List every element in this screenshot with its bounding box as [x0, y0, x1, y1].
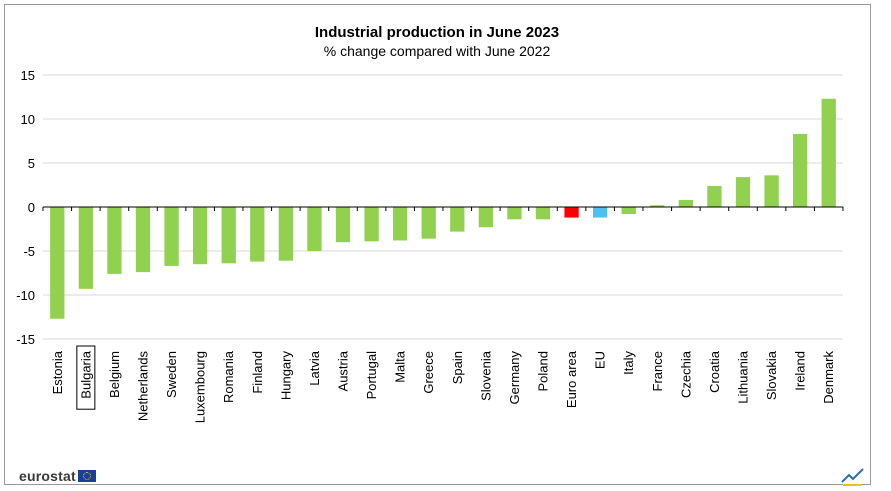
category-label: Luxembourg — [193, 351, 208, 423]
bar — [250, 207, 265, 262]
category-label: EU — [593, 351, 608, 369]
eurostat-logo: eurostat — [19, 467, 96, 485]
category-label: Austria — [336, 350, 351, 391]
bars — [50, 98, 836, 319]
y-tick-label: 15 — [21, 68, 35, 83]
logo-text: eurostat — [19, 468, 76, 484]
category-label: Slovakia — [764, 350, 779, 400]
category-label: Estonia — [50, 350, 65, 394]
y-tick-label: -10 — [16, 288, 35, 303]
bar-chart: Industrial production in June 2023 % cha… — [16, 24, 844, 423]
category-label: Bulgaria — [78, 350, 93, 398]
bar — [764, 175, 779, 207]
bar — [593, 207, 608, 218]
category-label: Spain — [450, 351, 465, 384]
eu-flag-icon — [77, 470, 96, 482]
y-tick-label: 0 — [28, 200, 35, 215]
category-label: Greece — [421, 351, 436, 394]
category-label: Romania — [221, 350, 236, 403]
category-label: Lithuania — [736, 350, 751, 404]
category-label: Croatia — [707, 350, 722, 393]
bar — [450, 207, 465, 232]
category-label: Netherlands — [136, 351, 151, 422]
category-label: Euro area — [564, 350, 579, 408]
category-label: Hungary — [278, 351, 293, 401]
category-label: Czechia — [678, 350, 693, 398]
category-label: France — [650, 351, 665, 391]
bar — [135, 207, 151, 273]
bar — [364, 207, 379, 242]
bar — [107, 207, 122, 274]
bar — [678, 199, 693, 207]
bar — [564, 207, 579, 218]
category-label: Latvia — [307, 350, 322, 385]
category-label: Italy — [621, 351, 636, 375]
bar — [278, 207, 293, 261]
bar — [621, 207, 636, 215]
pen-check-icon — [841, 468, 864, 486]
category-label: Sweden — [164, 351, 179, 398]
bar — [221, 207, 236, 264]
category-label: Denmark — [821, 351, 836, 404]
category-label: Malta — [393, 350, 408, 383]
category-label: Belgium — [107, 351, 122, 398]
bar — [50, 207, 65, 319]
bar — [707, 185, 722, 207]
bar — [164, 207, 179, 266]
bar — [793, 133, 808, 207]
x-axis — [42, 206, 844, 211]
bar — [507, 207, 522, 220]
y-tick-label: -5 — [23, 244, 35, 259]
y-tick-label: 10 — [21, 112, 35, 127]
category-label: Finland — [250, 351, 265, 394]
y-tick-label: 5 — [28, 156, 35, 171]
bar — [193, 207, 208, 265]
bar — [478, 207, 493, 228]
bar — [650, 205, 665, 207]
bar — [307, 207, 322, 251]
highlight-box — [76, 345, 96, 410]
category-labels: Estonia Bulgaria Belgium Netherlands Sweden L… — [50, 345, 836, 423]
category-label: Ireland — [793, 351, 808, 391]
bar — [78, 207, 93, 289]
bar — [821, 98, 836, 207]
bar — [335, 207, 351, 243]
category-label: Germany — [507, 351, 522, 405]
bar — [393, 207, 408, 241]
chart-title: Industrial production in June 2023 — [315, 24, 559, 41]
bar — [421, 207, 436, 239]
bar — [535, 207, 551, 220]
category-label: Poland — [536, 351, 551, 391]
bar — [735, 177, 751, 207]
chart-frame: Industrial production in June 2023 % cha… — [4, 4, 871, 486]
category-label: Portugal — [364, 351, 379, 400]
category-label: Slovenia — [478, 350, 493, 401]
chart-subtitle: % change compared with June 2022 — [324, 43, 551, 59]
y-tick-label: -15 — [16, 332, 35, 347]
y-axis-ticks: 15 10 5 0 -5 -10 -15 — [16, 68, 35, 347]
